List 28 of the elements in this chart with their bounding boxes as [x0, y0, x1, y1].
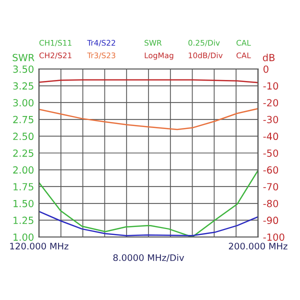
y2-tick-label: -30: [263, 116, 278, 124]
line-series: [39, 108, 258, 130]
y-tick-label: 1.75: [14, 183, 34, 190]
y-tick-label: 1.00: [14, 233, 34, 241]
y-tick-label: 1.25: [14, 216, 34, 224]
y2-tick-label: -10: [263, 82, 278, 90]
y2-tick-label: -50: [263, 149, 278, 157]
x-axis-title: 8.0000 MHz/Div: [113, 254, 184, 262]
y-tick-label: 2.00: [13, 166, 34, 174]
y-tick-label: 2.50: [13, 132, 34, 140]
y2-tick-label: -40: [263, 132, 278, 140]
y2-tick-label: -20: [263, 99, 278, 106]
y-tick-label: 3.50: [13, 65, 34, 73]
y-tick-label: 1.50: [14, 200, 34, 208]
x-tick-label: 120.000 MHz: [10, 242, 68, 250]
y2-axis-title: dB: [262, 54, 275, 62]
x-tick-label: 200.000 MHz: [228, 242, 288, 250]
y2-tick-label: -90: [263, 216, 278, 224]
y2-tick-label: -100: [263, 233, 284, 241]
y2-tick-label: -80: [263, 200, 278, 208]
y2-tick-label: -60: [263, 166, 278, 174]
y2-tick-label: 0: [264, 65, 268, 73]
y-axis-title: SWR: [12, 54, 34, 62]
y2-tick-label: -70: [263, 183, 278, 190]
y-tick-label: 2.25: [13, 149, 34, 157]
y-tick-label: 3.00: [13, 99, 34, 106]
y-tick-label: 3.25: [13, 82, 34, 90]
y-tick-label: 2.75: [13, 116, 34, 124]
